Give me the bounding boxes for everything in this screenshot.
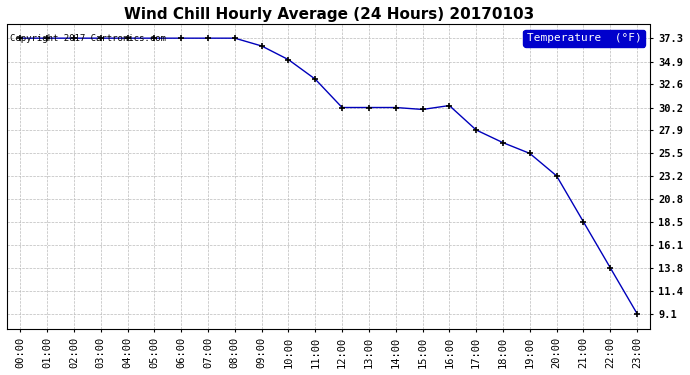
Text: Copyright 2017 Cartronics.com: Copyright 2017 Cartronics.com [10, 34, 166, 43]
Legend: Temperature  (°F): Temperature (°F) [524, 30, 645, 47]
Title: Wind Chill Hourly Average (24 Hours) 20170103: Wind Chill Hourly Average (24 Hours) 201… [124, 7, 534, 22]
